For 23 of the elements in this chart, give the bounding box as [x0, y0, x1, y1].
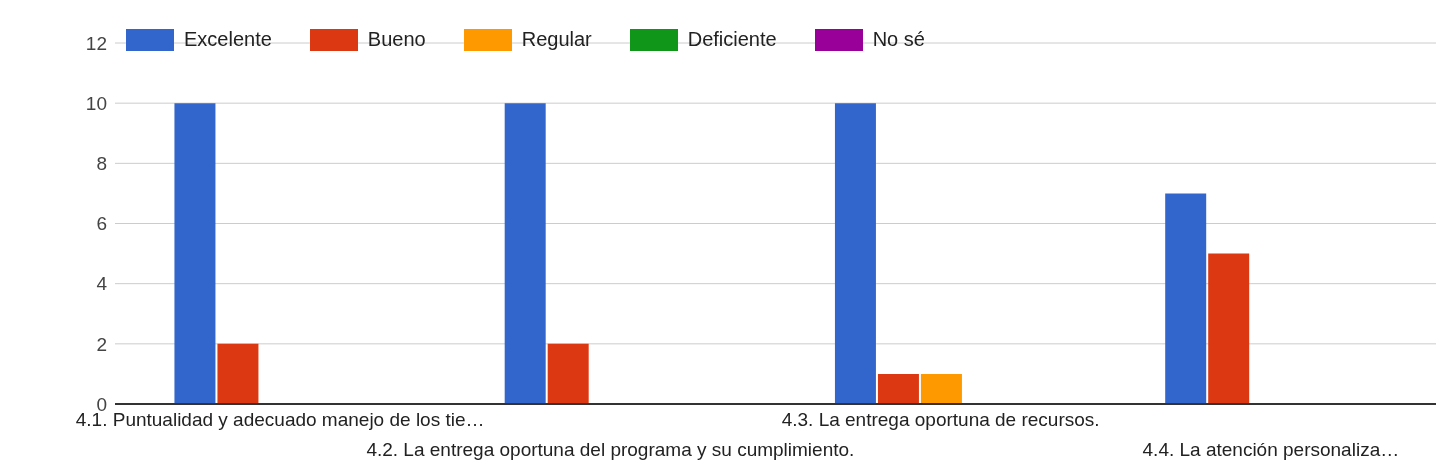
bar: [217, 343, 259, 404]
y-tick-label: 12: [85, 32, 107, 54]
y-tick-label: 8: [96, 153, 107, 175]
y-tick-label: 4: [96, 273, 108, 295]
y-tick-label: 2: [96, 333, 107, 355]
legend-label: Bueno: [367, 28, 426, 51]
legend-label: No sé: [872, 28, 925, 51]
y-tick-label: 6: [96, 213, 107, 235]
bar: [877, 373, 919, 404]
bar: [920, 373, 962, 404]
bar: [1165, 193, 1207, 404]
legend-label: Deficiente: [687, 28, 777, 51]
x-tick-label: 4.4. La atención personaliza…: [1142, 439, 1400, 460]
y-tick-label: 10: [85, 92, 107, 114]
bar: [1208, 253, 1250, 404]
legend-label: Excelente: [184, 28, 272, 51]
x-tick-label: 4.2. La entrega oportuna del programa y su cumplimiento.: [366, 439, 855, 460]
bar: [834, 103, 876, 404]
bar: [547, 343, 589, 404]
x-tick-label: 4.3. La entrega oportuna de recursos.: [781, 409, 1100, 430]
bar: [504, 103, 546, 404]
legend-label: Regular: [521, 28, 592, 51]
bar: [174, 103, 216, 404]
